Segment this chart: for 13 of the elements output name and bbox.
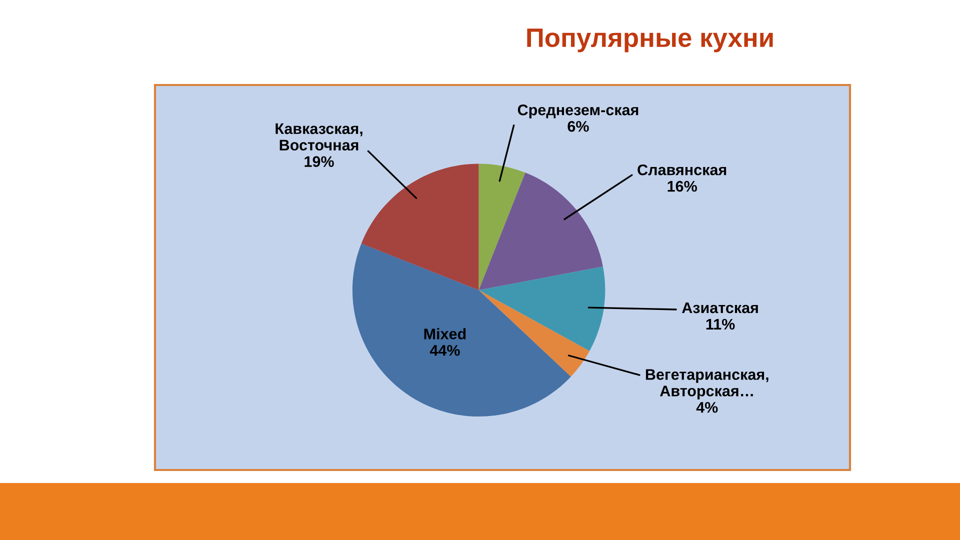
slice-label: Кавказская, Восточная	[276, 123, 362, 151]
slice-label: Славянская	[638, 164, 726, 176]
data-label: 4%	[696, 402, 718, 413]
slice-label: Азиатская	[682, 302, 758, 314]
data-label: 11%	[706, 318, 735, 330]
data-label: 6%	[568, 120, 589, 132]
data-label: 16%	[668, 180, 697, 192]
data-label: 19%	[304, 156, 334, 167]
chart-title: Популярные кухни	[527, 28, 773, 52]
slice-label: Среднезем-ская	[518, 104, 638, 118]
slice-label: Mixed	[424, 328, 466, 340]
data-label: 44%	[430, 345, 460, 356]
slice-label: Вегетарианская, Авторская…	[646, 369, 768, 400]
